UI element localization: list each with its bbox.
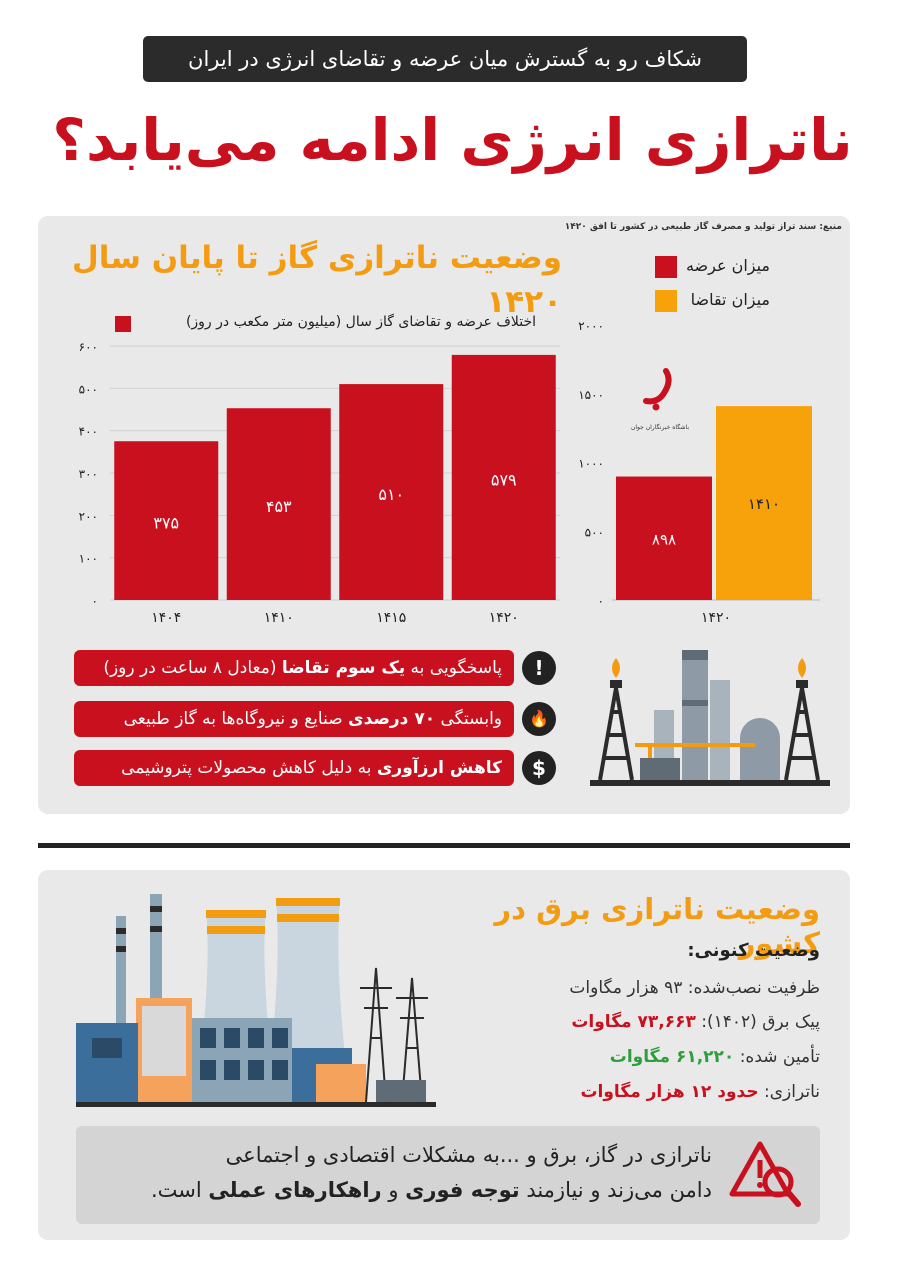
supplied-value: ۶۱,۲۲۰ مگاوات — [609, 1047, 735, 1067]
power-plant-illustration — [76, 894, 436, 1107]
left-chart-ytick: ۶۰۰ — [79, 340, 98, 354]
peak-value: ۷۳,۶۶۳ مگاوات — [571, 1012, 696, 1032]
left-chart-bar-value: ۵۱۰ — [378, 485, 404, 504]
left-chart-ytick: ۳۰۰ — [79, 467, 98, 481]
left-chart-bar — [451, 354, 556, 600]
right-chart-bar — [716, 406, 812, 600]
kicker-banner: شکاف رو به گسترش میان عرضه و تقاضای انرژ… — [143, 36, 747, 82]
conclusion-line-1: ناترازی در گاز، برق و ...به مشکلات اقتصا… — [225, 1143, 712, 1167]
supplied-label: تأمین شده: — [734, 1047, 820, 1067]
installed-capacity: ظرفیت نصب‌شده: ۹۳ هزار مگاوات — [569, 978, 820, 998]
left-chart-legend-swatch — [115, 316, 131, 332]
legend-swatch-demand — [655, 290, 677, 312]
left-chart-ytick: ۰ — [92, 594, 98, 608]
gas-fact-highlight: ۷۰ درصدی — [348, 709, 436, 729]
conclusion-urgent-attention: توجه فوری — [405, 1178, 520, 1202]
gas-fact-row: وابستگی ۷۰ درصدی صنایع و نیروگاه‌ها به گ… — [74, 701, 514, 737]
left-chart-xtick: ۱۴۱۵ — [376, 610, 406, 626]
gas-fact-text: وابستگی — [435, 709, 502, 729]
right-chart-bar-value: ۱۴۱۰ — [748, 495, 780, 513]
right-chart-bar-value: ۸۹۸ — [652, 530, 676, 548]
left-chart-bar-value: ۵۷۹ — [491, 470, 517, 489]
gas-fact-highlight: یک سوم تقاضا — [281, 658, 406, 678]
gas-fact-text: صنایع و نیروگاه‌ها به گاز طبیعی — [123, 709, 349, 729]
gas-fact-text: پاسخگویی به — [405, 658, 502, 678]
legend-label-demand: میزان تقاضا — [690, 290, 770, 309]
legend-label-supply: میزان عرضه — [685, 256, 770, 275]
left-chart-ytick: ۴۰۰ — [79, 425, 98, 439]
imbalance-label: ناترازی: — [758, 1082, 820, 1102]
right-chart-xtick: ۱۴۲۰ — [701, 610, 731, 626]
left-chart-xtick: ۱۴۱۰ — [264, 610, 294, 626]
gas-fact-row: پاسخگویی به یک سوم تقاضا (معادل ۸ ساعت د… — [74, 650, 514, 686]
right-bar-chart: ۰ ۵۰۰ ۱۰۰۰ ۱۵۰۰ ۲۰۰۰ ۸۹۸ ۱۴۱۰ ۱۴۲۰ — [578, 319, 820, 626]
logo-text: باشگاه خبرنگاران جوان — [631, 423, 689, 431]
gas-fact-row: کاهش ارزآوری به دلیل کاهش محصولات پتروشی… — [74, 750, 514, 786]
conclusion-text: ناترازی در گاز، برق و ...به مشکلات اقتصا… — [100, 1138, 712, 1208]
conclusion-practical-solutions: راهکارهای عملی — [208, 1178, 382, 1202]
left-chart-bar-value: ۳۷۵ — [153, 514, 179, 533]
conclusion-line-2-mid: و — [381, 1178, 406, 1202]
left-chart-ytick: ۱۰۰ — [79, 552, 98, 566]
right-chart-bar — [616, 476, 712, 600]
electricity-section-title: وضعیت ناترازی برق در کشور — [494, 892, 820, 960]
left-bar-chart: ۰ ۱۰۰ ۲۰۰ ۳۰۰ ۴۰۰ ۵۰۰ ۶۰۰ ۳۷۵ ۱۴۰۴ ۴۵۳ ۱۴۱۰ ۵۱۰ ۱۴۱۵… — [79, 340, 560, 626]
right-chart-ytick: ۰ — [598, 594, 604, 608]
source-note: منبع: سند تراز تولید و مصرف گاز طبیعی در… — [564, 222, 842, 232]
headline: ناترازی انرژی ادامه می‌یابد؟ — [52, 106, 853, 174]
left-chart-ytick: ۵۰۰ — [79, 382, 98, 396]
gas-fact-text: به دلیل کاهش محصولات پتروشیمی — [121, 758, 377, 778]
alert-icon: ! — [522, 651, 556, 685]
right-chart-ytick: ۵۰۰ — [585, 525, 604, 539]
gas-section-title: وضعیت ناترازی گاز تا پایان سال ۱۴۲۰ — [71, 240, 562, 320]
right-chart-ytick: ۲۰۰۰ — [578, 319, 604, 333]
gas-fact-text: (معادل ۸ ساعت در روز) — [103, 658, 282, 678]
refinery-illustration — [590, 650, 830, 786]
conclusion-line-2: دامن می‌زند و نیازمند توجه فوری و راهکار… — [100, 1173, 712, 1208]
left-chart-bar — [114, 441, 219, 600]
peak-demand-line: پیک برق (۱۴۰۲): ۷۳,۶۶۳ مگاوات — [400, 1012, 820, 1032]
current-status-heading: وضعیت کنونی: — [687, 940, 820, 961]
left-chart-ytick: ۲۰۰ — [79, 509, 98, 523]
conclusion-line-2-pre: دامن می‌زند و نیازمند — [519, 1178, 712, 1202]
section-divider — [38, 843, 850, 848]
logo: باشگاه خبرنگاران جوان — [631, 368, 689, 431]
flame-icon: 🔥 — [522, 702, 556, 736]
legend-swatch-supply — [655, 256, 677, 278]
left-chart-xtick: ۱۴۰۴ — [151, 610, 181, 626]
gas-fact-highlight: کاهش ارزآوری — [376, 758, 502, 778]
right-chart-ytick: ۱۰۰۰ — [578, 457, 604, 471]
left-chart-xtick: ۱۴۲۰ — [489, 610, 519, 626]
left-chart-bar — [226, 408, 331, 600]
conclusion-callout — [76, 1126, 820, 1224]
right-chart-ytick: ۱۵۰۰ — [578, 388, 604, 402]
gas-charts: ۰ ۱۰۰ ۲۰۰ ۳۰۰ ۴۰۰ ۵۰۰ ۶۰۰ ۳۷۵ ۱۴۰۴ ۴۵۳ ۱۴۱۰ ۵۱۰ ۱۴۱۵… — [79, 319, 820, 626]
peak-label: پیک برق (۱۴۰۲): — [695, 1012, 820, 1032]
left-chart-bar-value: ۴۵۳ — [266, 497, 292, 516]
left-chart-bar — [339, 384, 444, 600]
supplied-line: تأمین شده: ۶۱,۲۲۰ مگاوات — [400, 1047, 820, 1067]
conclusion-line-2-post: است. — [150, 1178, 209, 1202]
imbalance-line: ناترازی: حدود ۱۲ هزار مگاوات — [400, 1082, 820, 1102]
imbalance-value: حدود ۱۲ هزار مگاوات — [580, 1082, 759, 1102]
left-chart-title: اختلاف عرضه و تقاضای گاز سال (میلیون متر… — [185, 314, 536, 330]
dollar-icon: $ — [522, 751, 556, 785]
warning-magnifier-icon — [729, 1141, 801, 1207]
